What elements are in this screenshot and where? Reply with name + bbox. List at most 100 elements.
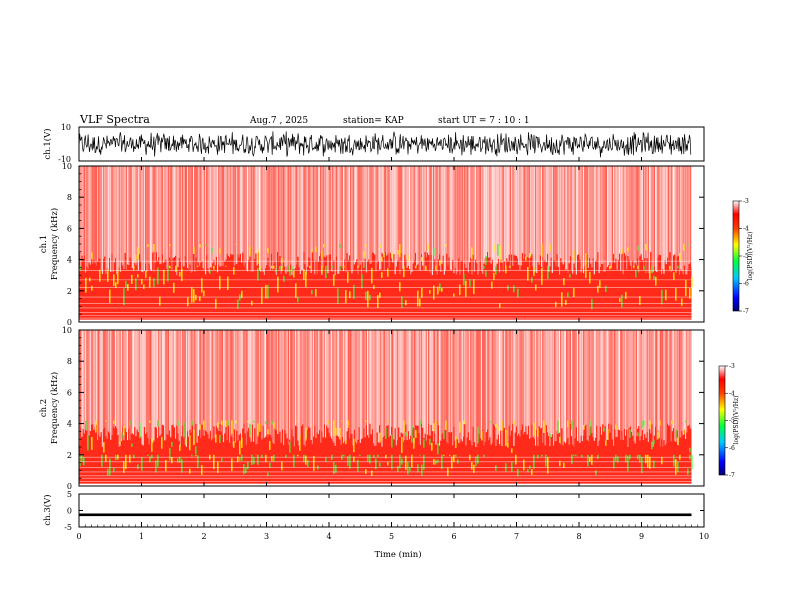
spectrogram-cell bbox=[645, 454, 647, 464]
spectrogram-cell bbox=[661, 457, 663, 465]
spectrogram-cell bbox=[169, 244, 171, 247]
spectrogram-streak bbox=[523, 330, 525, 435]
spectrogram-cell bbox=[251, 454, 253, 465]
spectrogram-cell bbox=[633, 265, 635, 268]
spectrogram-streak bbox=[544, 166, 546, 261]
spectrogram-streak bbox=[567, 330, 569, 438]
spectrogram-streak bbox=[667, 330, 669, 424]
spectrogram-streak bbox=[128, 166, 130, 265]
spectrogram-streak bbox=[439, 166, 441, 255]
spectrogram-streak bbox=[87, 330, 89, 447]
ch2-colorbar-label: log(PSD)(V²/Hz) bbox=[733, 396, 740, 445]
spectrogram-streak bbox=[447, 330, 449, 444]
ch1-waveform-trace bbox=[78, 126, 704, 162]
spectrogram-streak bbox=[139, 330, 141, 427]
spectrogram-streak bbox=[383, 166, 385, 271]
spectrogram-cell bbox=[131, 274, 133, 284]
spectrogram-streak bbox=[375, 166, 377, 272]
spectrogram-streak bbox=[553, 330, 555, 446]
spectrogram-cell bbox=[637, 265, 639, 269]
spectrogram-streak bbox=[257, 166, 259, 253]
spectrogram-streak bbox=[256, 330, 258, 444]
spectrogram-streak bbox=[639, 166, 641, 257]
spectrogram-streak bbox=[220, 166, 222, 267]
spectrogram-cell bbox=[193, 246, 195, 254]
spectrogram-streak bbox=[143, 166, 145, 271]
spectrogram-streak bbox=[181, 330, 183, 437]
spectrogram-streak bbox=[569, 330, 571, 425]
header-start-ut: start UT = 7 : 10 : 1 bbox=[438, 116, 530, 126]
spectrogram-streak bbox=[107, 166, 109, 270]
spectrogram-streak bbox=[421, 166, 423, 255]
spectrogram-streak bbox=[301, 330, 303, 427]
spectrogram-streak bbox=[327, 166, 329, 274]
spectrogram-cell bbox=[369, 454, 371, 464]
spectrogram-streak bbox=[268, 330, 270, 435]
spectrogram-cell bbox=[619, 298, 621, 302]
spectrogram-streak bbox=[538, 330, 540, 427]
spectrogram-streak bbox=[574, 166, 576, 269]
spectrogram-streak bbox=[442, 330, 444, 433]
spectrogram-streak bbox=[302, 166, 304, 271]
spectrogram-cell bbox=[363, 251, 365, 258]
spectrogram-cell bbox=[273, 265, 275, 269]
spectrogram-streak bbox=[121, 166, 123, 263]
spectrogram-streak bbox=[148, 330, 150, 445]
spectrogram-cell bbox=[87, 435, 89, 451]
spectrogram-streak bbox=[589, 166, 591, 259]
spectrogram-cell bbox=[407, 254, 409, 261]
spectrogram-streak bbox=[211, 166, 213, 268]
spectrogram-cell bbox=[569, 274, 571, 278]
spectrogram-streak bbox=[145, 330, 147, 434]
spectrogram-cell bbox=[315, 289, 317, 297]
spectrogram-cell bbox=[675, 429, 677, 439]
spectrogram-cell bbox=[269, 462, 271, 468]
spectrogram-cell bbox=[239, 440, 241, 455]
spectrogram-cell bbox=[691, 454, 693, 470]
spectrogram-streak bbox=[663, 330, 665, 441]
spectrogram-streak bbox=[152, 166, 154, 253]
spectrogram-streak bbox=[416, 330, 418, 426]
spectrogram-streak bbox=[626, 166, 628, 270]
spectrogram-cell bbox=[253, 457, 255, 465]
spectrogram-cell bbox=[651, 441, 653, 450]
spectrogram-cell bbox=[345, 440, 347, 445]
spectrogram-streak bbox=[542, 166, 544, 271]
spectrogram-cell bbox=[313, 455, 315, 471]
spectrogram-cell bbox=[649, 456, 651, 469]
spectrogram-cell bbox=[437, 286, 439, 295]
spectrogram-streak bbox=[280, 166, 282, 274]
spectrogram-cell bbox=[375, 458, 377, 470]
spectrogram-streak bbox=[317, 166, 319, 262]
spectrogram-streak bbox=[326, 330, 328, 426]
spectrogram-streak bbox=[370, 166, 372, 264]
spectrogram-streak bbox=[472, 166, 474, 255]
spectrogram-cell bbox=[303, 269, 305, 280]
spectrogram-streak bbox=[208, 330, 210, 439]
spectrogram-streak bbox=[689, 166, 691, 263]
spectrogram-cell bbox=[141, 457, 143, 471]
spectrogram-streak bbox=[275, 330, 277, 431]
spectrogram-cell bbox=[483, 265, 485, 269]
spectrogram-streak bbox=[241, 166, 243, 263]
spectrogram-streak bbox=[326, 166, 328, 256]
spectrogram-cell bbox=[421, 287, 423, 298]
spectrogram-cell bbox=[403, 420, 405, 433]
spectrogram-streak bbox=[557, 166, 559, 267]
spectrogram-cell bbox=[357, 265, 359, 269]
spectrogram-streak bbox=[483, 166, 485, 264]
spectrogram-cell bbox=[687, 468, 689, 475]
spectrogram-cell bbox=[671, 420, 673, 424]
spectrogram-streak bbox=[153, 330, 155, 441]
xtick-label-5: 5 bbox=[389, 532, 394, 541]
spectrogram-streak bbox=[532, 330, 534, 437]
spectrogram-cell bbox=[247, 461, 249, 470]
spectrogram-cell bbox=[381, 256, 383, 262]
spectrogram-streak bbox=[615, 166, 617, 259]
spectrogram-streak bbox=[290, 330, 292, 442]
spectrogram-streak bbox=[247, 330, 249, 432]
spectrogram-streak bbox=[374, 330, 376, 446]
spectrogram-cell bbox=[219, 248, 221, 255]
spectrogram-cell bbox=[221, 457, 223, 462]
spectrogram-streak bbox=[105, 166, 107, 274]
